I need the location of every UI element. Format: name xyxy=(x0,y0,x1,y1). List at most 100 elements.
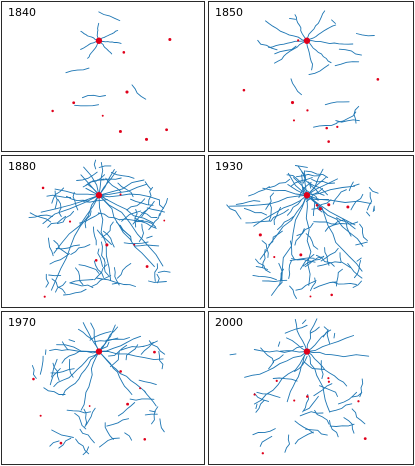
city-marker xyxy=(163,219,166,222)
rail-line xyxy=(235,200,261,205)
rail-line xyxy=(106,418,130,427)
rail-line xyxy=(65,195,90,202)
rail-line xyxy=(111,282,136,287)
rail-line xyxy=(29,212,52,223)
rail-line xyxy=(120,345,145,351)
rail-line xyxy=(108,344,128,357)
rail-line xyxy=(98,351,133,395)
rail-line xyxy=(306,40,354,45)
rail-line xyxy=(265,192,275,210)
rail-line xyxy=(93,260,104,278)
rail-line xyxy=(313,122,338,128)
rail-line xyxy=(95,277,120,284)
city-marker xyxy=(39,414,42,417)
rail-line xyxy=(262,187,308,196)
rail-line xyxy=(53,194,100,254)
city-marker xyxy=(51,109,54,113)
rail-line xyxy=(98,194,164,267)
rail-line xyxy=(138,223,144,242)
rail-line xyxy=(311,199,332,210)
rail-line xyxy=(254,392,270,402)
rail-line xyxy=(229,353,237,356)
rail-line xyxy=(146,235,153,239)
hub-city-marker xyxy=(95,348,103,355)
year-label: 1850 xyxy=(215,6,243,19)
hub-city-marker xyxy=(303,348,311,355)
rail-line xyxy=(100,241,105,261)
rail-line xyxy=(43,387,66,395)
rail-line xyxy=(57,198,62,217)
rail-network-map xyxy=(51,11,172,141)
rail-line xyxy=(308,181,325,196)
rail-line xyxy=(243,207,268,216)
rail-line xyxy=(253,194,308,227)
rail-line xyxy=(124,432,133,441)
rail-line xyxy=(261,240,269,258)
rail-line xyxy=(45,273,50,288)
rail-line xyxy=(83,199,108,203)
city-marker xyxy=(125,90,129,94)
rail-line xyxy=(51,429,74,438)
rail-line xyxy=(309,326,320,334)
city-marker xyxy=(275,379,278,382)
rail-line xyxy=(351,392,363,398)
rail-line xyxy=(332,189,347,205)
city-marker xyxy=(292,119,296,122)
rail-line xyxy=(104,422,114,440)
year-label: 1930 xyxy=(215,160,243,173)
rail-line xyxy=(98,30,119,42)
rail-line xyxy=(287,172,308,196)
rail-line xyxy=(148,186,154,205)
rail-line xyxy=(148,280,167,283)
rail-line xyxy=(339,252,351,269)
city-marker xyxy=(94,259,98,262)
rail-line xyxy=(97,248,103,267)
rail-line xyxy=(255,399,265,413)
rail-line xyxy=(83,408,88,428)
rail-line xyxy=(310,277,316,292)
rail-line xyxy=(355,33,375,37)
rail-line xyxy=(80,30,100,42)
rail-line xyxy=(125,344,139,361)
city-marker xyxy=(357,400,360,403)
rail-line xyxy=(306,40,332,64)
city-marker xyxy=(153,350,156,354)
rail-line xyxy=(51,358,58,378)
city-marker xyxy=(376,78,380,81)
city-marker xyxy=(41,186,45,190)
hub-city-marker xyxy=(303,37,311,44)
rail-line xyxy=(105,177,122,193)
rail-line xyxy=(304,255,325,268)
rail-line xyxy=(49,253,70,265)
rail-line xyxy=(331,19,336,24)
rail-line xyxy=(55,281,67,293)
city-marker xyxy=(297,39,300,42)
rail-line xyxy=(144,413,158,416)
rail-line xyxy=(68,339,76,343)
hub-city-marker xyxy=(95,192,103,199)
rail-line xyxy=(252,428,276,436)
rail-line xyxy=(306,40,313,71)
map-panel-1880: 1880 xyxy=(1,155,205,308)
rail-line xyxy=(286,351,308,403)
rail-line xyxy=(98,351,147,393)
rail-line xyxy=(347,263,363,279)
rail-line xyxy=(342,218,352,237)
rail-line xyxy=(126,198,146,211)
rail-line xyxy=(353,260,362,279)
rail-line xyxy=(294,14,308,42)
rail-line xyxy=(117,402,136,417)
rail-line xyxy=(356,257,362,262)
rail-line xyxy=(305,187,324,202)
city-marker xyxy=(242,88,246,92)
rail-line xyxy=(313,281,337,290)
rail-line xyxy=(303,395,319,412)
rail-line xyxy=(313,383,333,397)
city-marker xyxy=(59,441,63,445)
rail-line xyxy=(98,194,154,224)
rail-line xyxy=(368,186,379,194)
rail-line xyxy=(49,440,60,447)
rail-line xyxy=(93,159,97,170)
rail-network-map xyxy=(28,159,171,298)
